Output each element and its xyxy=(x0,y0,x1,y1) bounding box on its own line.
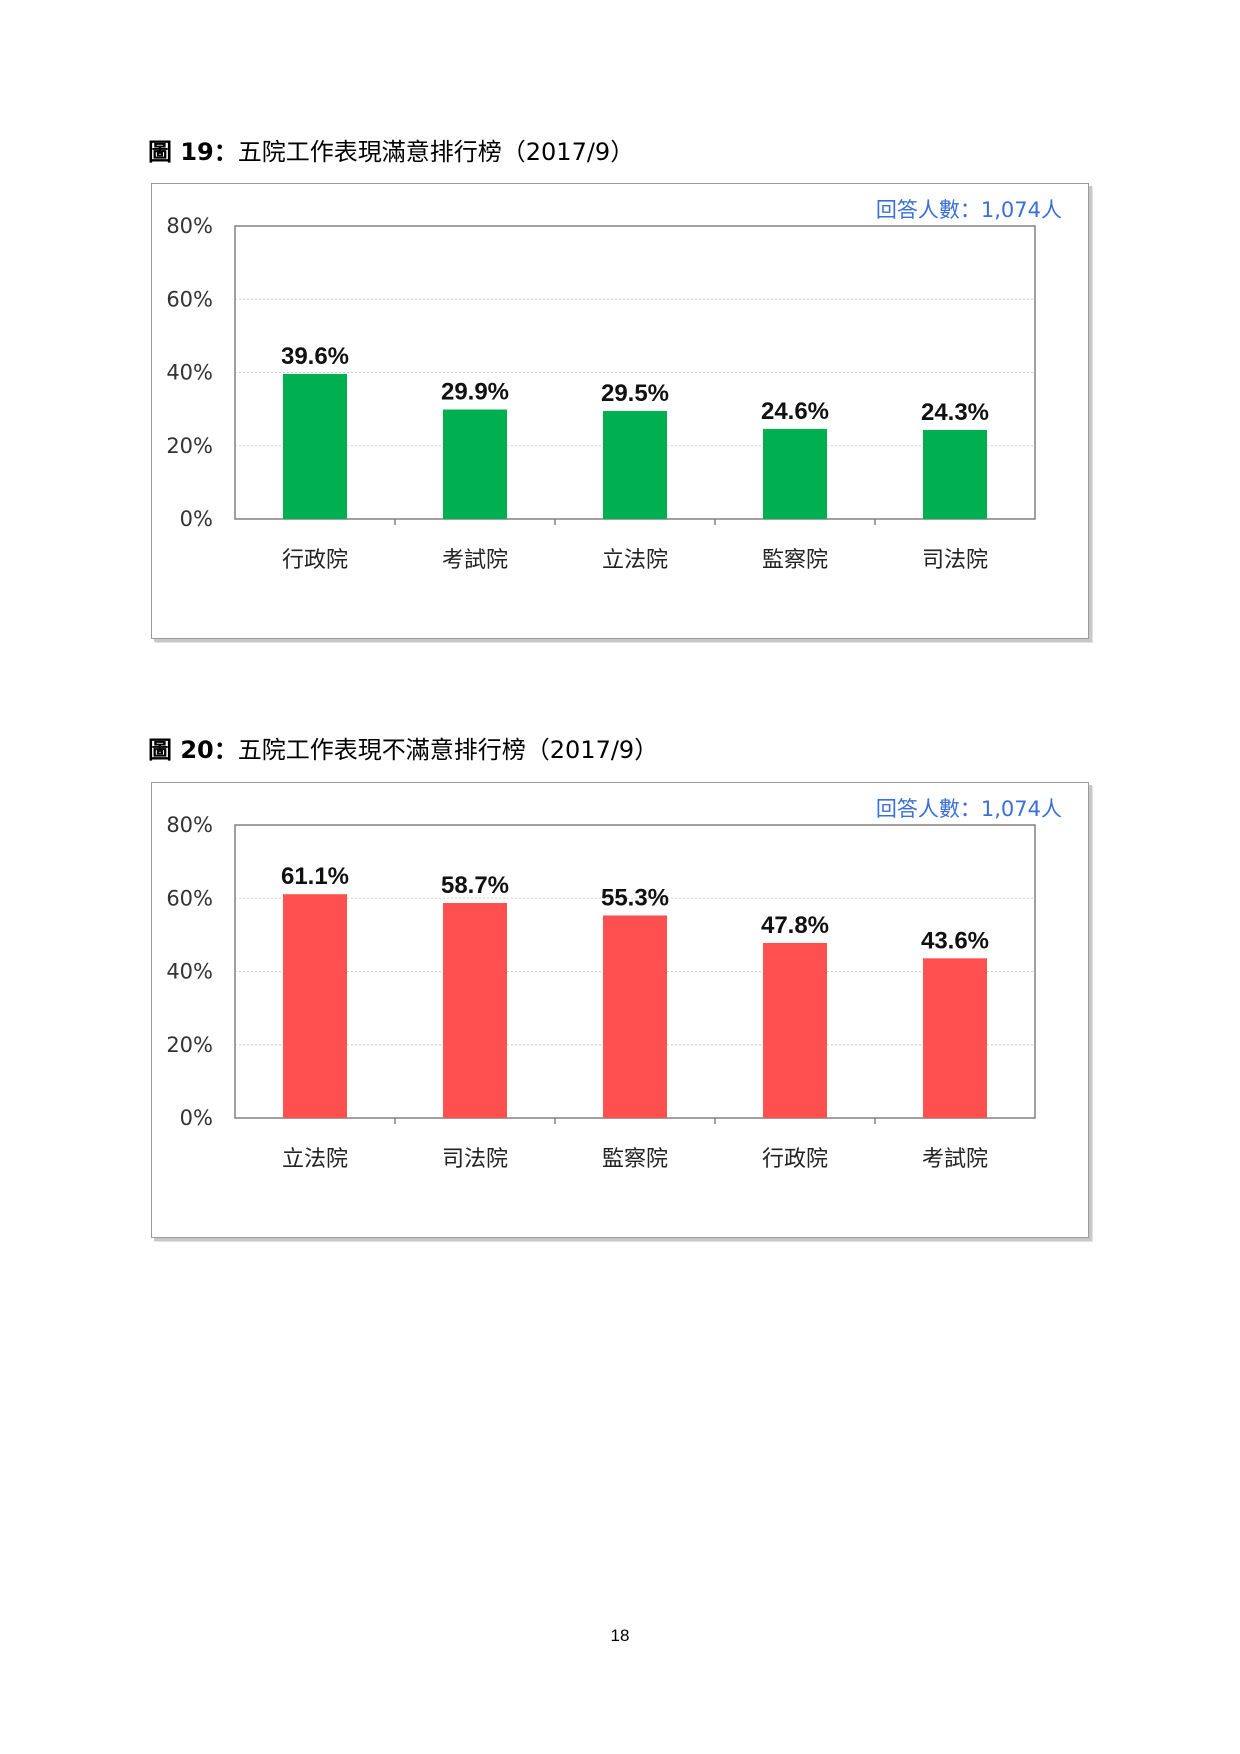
bar xyxy=(283,373,347,519)
respondents-count: 回答人數：1,074人 xyxy=(875,797,1062,821)
x-tick-label: 立法院 xyxy=(602,548,668,573)
y-tick-label: 40% xyxy=(166,960,213,984)
y-tick-label: 0% xyxy=(180,507,213,531)
bar xyxy=(763,428,827,519)
data-label: 55.3% xyxy=(601,884,669,911)
chart-dissatisfaction-plot: 0% 20% 40% 60% 80% 61.1% 立法院 58.7% 司法院 55.3% 監察院 47… xyxy=(166,813,1036,1172)
x-tick-label: 司法院 xyxy=(442,1147,508,1172)
bar xyxy=(923,430,987,519)
bar xyxy=(603,410,667,519)
page-number: 18 xyxy=(610,1626,630,1645)
x-tick-label: 司法院 xyxy=(922,548,988,573)
data-label: 24.6% xyxy=(761,398,829,425)
x-tick-label: 考試院 xyxy=(442,548,508,573)
data-label: 43.6% xyxy=(921,927,989,954)
x-tick-label: 監察院 xyxy=(602,1147,668,1172)
y-tick-label: 40% xyxy=(166,361,213,385)
data-label: 39.6% xyxy=(281,343,349,370)
bar xyxy=(923,958,987,1118)
y-tick-label: 60% xyxy=(166,287,213,311)
figure-20-title: 圖 20：五院工作表現不滿意排行榜（2017/9） xyxy=(148,730,658,765)
bar xyxy=(283,894,347,1118)
bar xyxy=(603,915,667,1118)
chart-satisfaction: 回答人數：1,074人 0% 20% 40% 60% 80% 39.6% 行政院 29.9% 考… xyxy=(151,183,1089,639)
figure-19-title: 圖 19：五院工作表現滿意排行榜（2017/9） xyxy=(148,132,634,167)
y-tick-label: 20% xyxy=(166,434,213,458)
data-label: 61.1% xyxy=(281,863,349,890)
bar xyxy=(763,942,827,1118)
x-tick-label: 考試院 xyxy=(922,1147,988,1172)
y-tick-label: 80% xyxy=(166,813,213,837)
figure-19-number: 圖 19： xyxy=(148,138,238,166)
bar xyxy=(443,903,507,1118)
figure-20-title-text: 五院工作表現不滿意排行榜（2017/9） xyxy=(237,736,659,764)
x-tick-label: 行政院 xyxy=(762,1147,828,1172)
figure-19-title-text: 五院工作表現滿意排行榜（2017/9） xyxy=(237,138,635,166)
y-tick-label: 60% xyxy=(166,886,213,910)
figure-20-number: 圖 20： xyxy=(148,736,238,764)
x-tick-label: 監察院 xyxy=(762,548,828,573)
data-label: 29.9% xyxy=(441,378,509,405)
y-tick-label: 80% xyxy=(166,214,213,238)
data-label: 58.7% xyxy=(441,872,509,899)
bar xyxy=(443,409,507,519)
chart-satisfaction-plot: 0% 20% 40% 60% 80% 39.6% 行政院 29.9% 考試院 29.5% 立法院 24… xyxy=(166,214,1036,573)
y-tick-label: 0% xyxy=(180,1106,213,1130)
data-label: 24.3% xyxy=(921,399,989,426)
x-tick-label: 立法院 xyxy=(282,1147,348,1172)
y-tick-label: 20% xyxy=(166,1033,213,1057)
chart-dissatisfaction: 回答人數：1,074人 0% 20% 40% 60% 80% 61.1% 立法院 58.7% 司… xyxy=(151,782,1089,1238)
data-label: 47.8% xyxy=(761,912,829,939)
data-label: 29.5% xyxy=(601,380,669,407)
x-tick-label: 行政院 xyxy=(282,548,348,573)
respondents-count: 回答人數：1,074人 xyxy=(875,198,1062,222)
